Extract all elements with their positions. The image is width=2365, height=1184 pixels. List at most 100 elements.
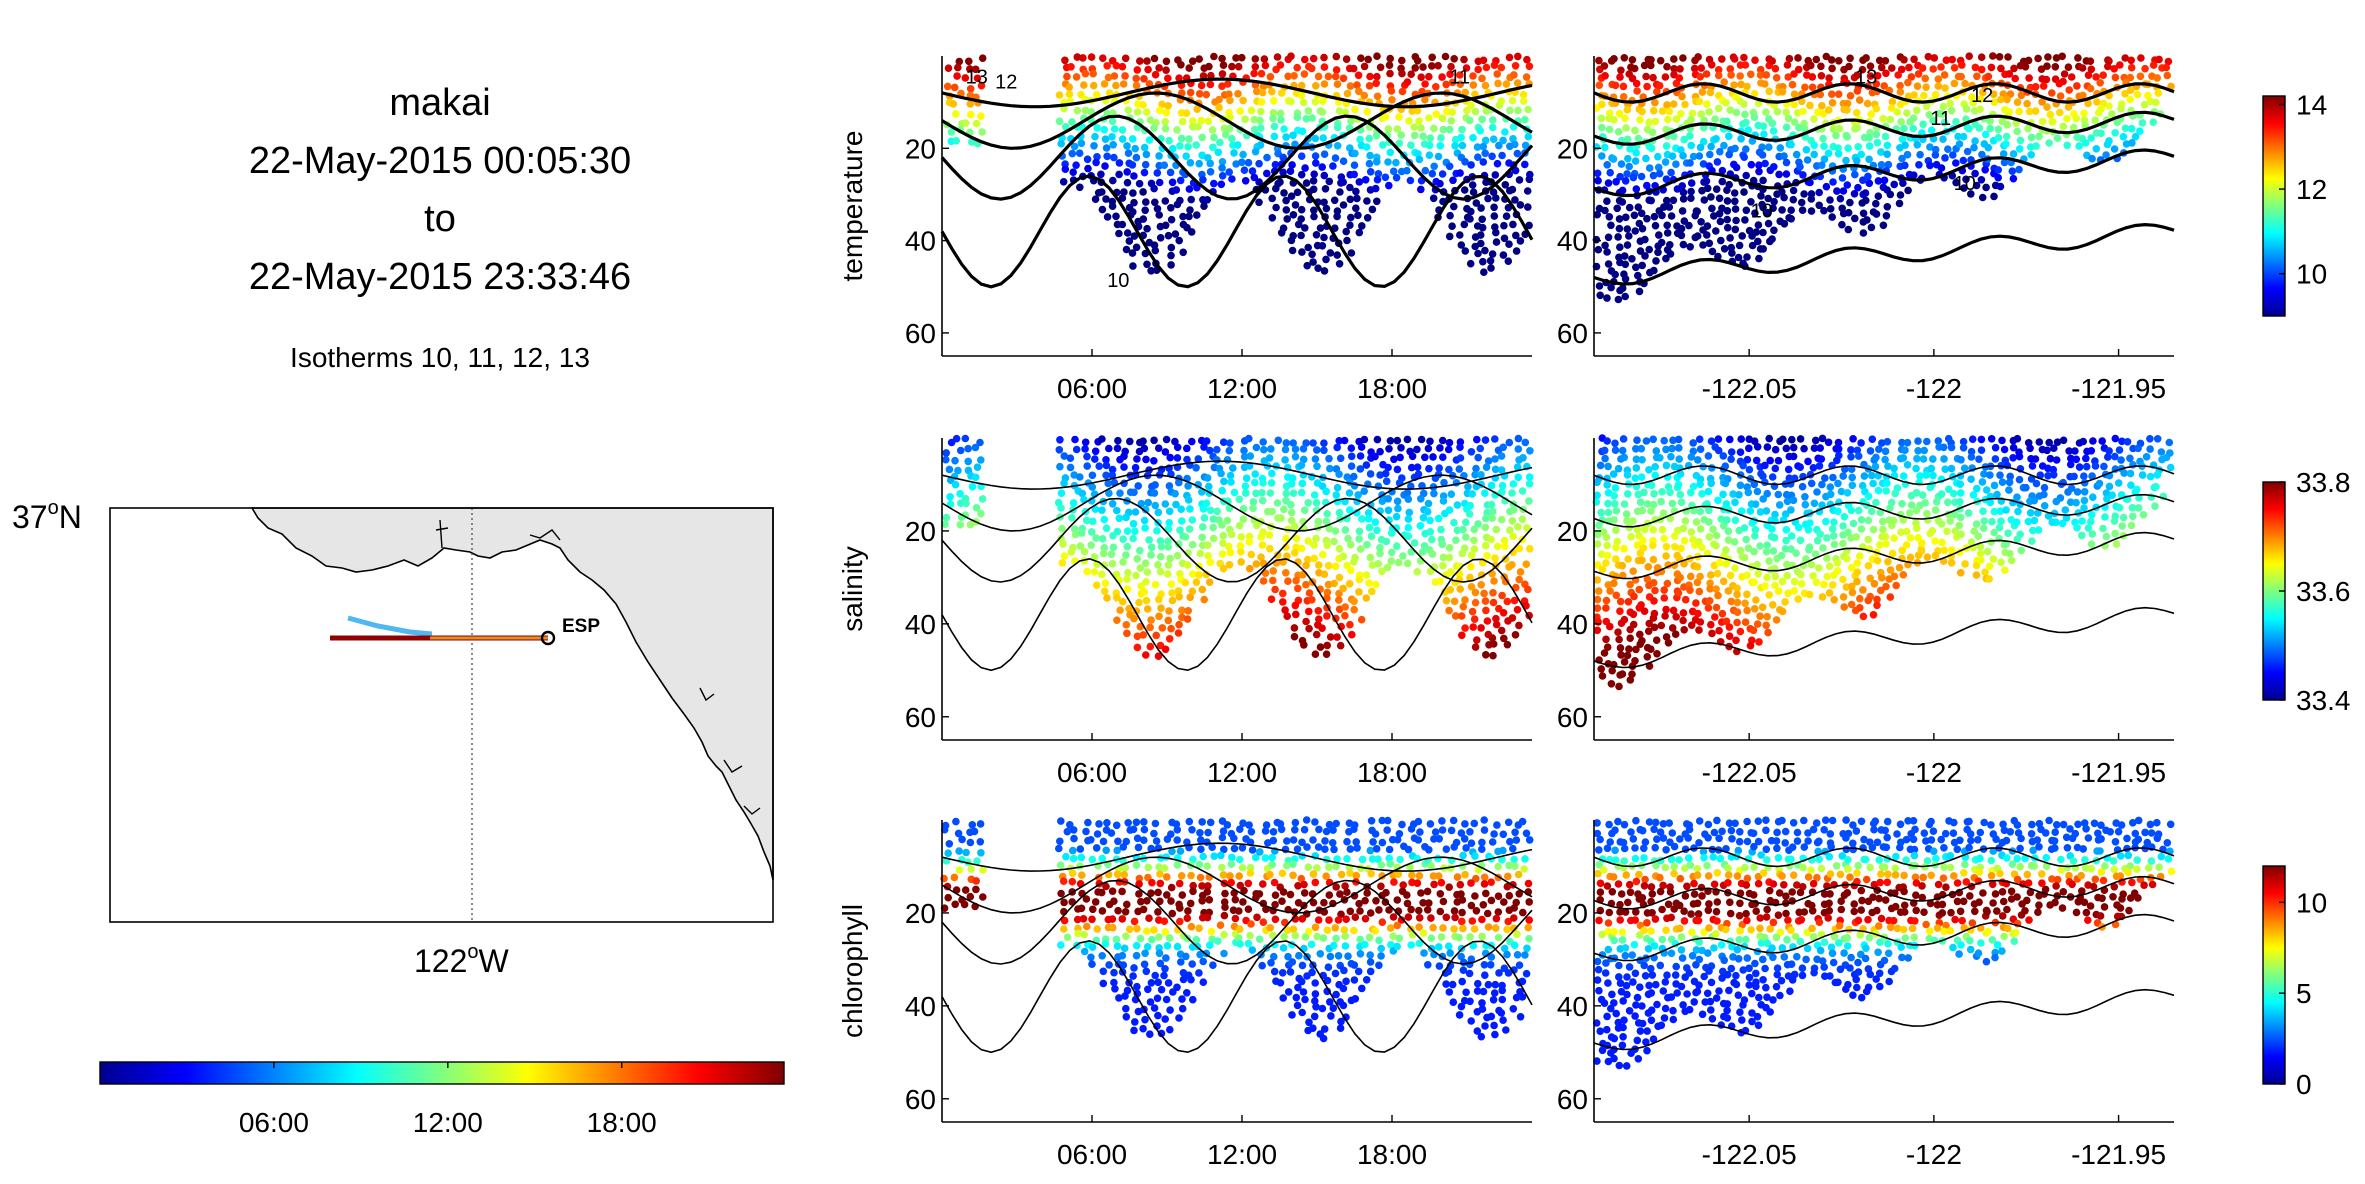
- sample-point: [1297, 231, 1305, 240]
- sample-point: [1197, 836, 1205, 844]
- sample-point: [2146, 435, 2154, 443]
- sample-point: [1323, 510, 1331, 518]
- sample-point: [1125, 237, 1134, 245]
- sample-point: [1603, 551, 1612, 560]
- sample-point: [1615, 215, 1624, 223]
- sample-point: [1330, 941, 1338, 950]
- sample-point: [1974, 532, 1983, 540]
- sample-point: [1395, 139, 1404, 148]
- sample-point: [1414, 836, 1423, 844]
- sample-point: [1474, 65, 1482, 74]
- sample-point: [1499, 251, 1508, 259]
- sample-point: [1291, 452, 1300, 461]
- sample-point: [1904, 78, 1912, 87]
- sample-point: [1319, 1034, 1328, 1043]
- sample-point: [2011, 74, 2019, 83]
- sample-point: [1122, 932, 1130, 941]
- sample-point: [1055, 117, 1064, 126]
- sample-point: [1218, 486, 1226, 495]
- sample-point: [1102, 846, 1110, 855]
- sample-point: [1356, 907, 1364, 915]
- sample-point: [1321, 837, 1329, 845]
- sample-point: [1891, 489, 1899, 498]
- sample-point: [1161, 645, 1170, 654]
- sample-point: [1320, 80, 1329, 88]
- sample-point: [1696, 618, 1705, 626]
- sample-point: [1638, 107, 1646, 116]
- sample-point: [1365, 159, 1374, 168]
- sample-point: [1434, 854, 1442, 863]
- sample-point: [1320, 63, 1329, 71]
- sample-point: [1435, 943, 1443, 951]
- sample-point: [1423, 906, 1432, 914]
- sample-point: [1182, 152, 1190, 160]
- sample-point: [1449, 998, 1458, 1006]
- sample-point: [1607, 221, 1615, 230]
- sample-point: [1410, 123, 1418, 131]
- sample-point: [1593, 540, 1602, 548]
- sample-point: [1267, 595, 1276, 603]
- sample-point: [942, 455, 950, 464]
- sample-point: [1169, 144, 1177, 153]
- sample-point: [1500, 542, 1509, 551]
- sample-point: [1440, 478, 1448, 487]
- sample-point: [1413, 445, 1421, 454]
- sample-point: [1235, 872, 1243, 880]
- sample-point: [1388, 96, 1396, 104]
- sample-point: [2004, 53, 2012, 61]
- sample-point: [2030, 496, 2038, 505]
- sample-point: [1453, 526, 1462, 535]
- sample-point: [1839, 575, 1847, 584]
- sample-point: [1056, 462, 1064, 471]
- sample-point: [1194, 122, 1202, 131]
- sample-point: [1434, 152, 1443, 161]
- sample-point: [1355, 588, 1363, 596]
- sample-point: [2070, 472, 2078, 481]
- sample-point: [1133, 455, 1141, 463]
- sample-point: [1417, 435, 1426, 444]
- sample-point: [1215, 95, 1223, 104]
- sample-point: [2149, 61, 2158, 69]
- sample-point: [1488, 152, 1496, 161]
- sample-point: [1332, 491, 1341, 499]
- sample-point: [1102, 456, 1110, 464]
- sample-point: [1765, 591, 1773, 599]
- sample-point: [2102, 151, 2110, 159]
- sample-point: [1055, 446, 1064, 454]
- sample-point: [1977, 446, 1986, 455]
- sample-point: [1782, 444, 1791, 453]
- sample-point: [1156, 106, 1164, 115]
- sample-point: [1132, 81, 1141, 90]
- isotherm-contour: [1593, 606, 2175, 669]
- sample-point: [1156, 959, 1165, 968]
- sample-point: [1295, 951, 1303, 960]
- sample-point: [1445, 125, 1454, 134]
- sample-point: [1636, 630, 1644, 639]
- sample-point: [1107, 550, 1116, 559]
- sample-point: [1857, 525, 1866, 533]
- sample-point: [1302, 816, 1311, 824]
- sample-point: [1987, 63, 1996, 72]
- sample-point: [1506, 526, 1514, 534]
- sample-point: [1819, 544, 1827, 552]
- sample-point: [1946, 100, 1954, 108]
- sample-point: [1165, 934, 1174, 942]
- sample-point: [1820, 142, 1828, 151]
- sample-point: [1073, 53, 1082, 61]
- sample-point: [1206, 558, 1215, 567]
- sample-point: [1140, 825, 1149, 834]
- sample-point: [1289, 489, 1298, 498]
- sample-point: [1174, 629, 1183, 637]
- sample-point: [1839, 539, 1847, 548]
- sample-point: [1265, 531, 1274, 539]
- sample-point: [2117, 456, 2125, 464]
- sample-point: [1603, 541, 1611, 550]
- sample-point: [1251, 853, 1260, 862]
- sample-point: [1690, 64, 1699, 73]
- sample-point: [1069, 846, 1077, 855]
- sample-point: [1311, 134, 1320, 143]
- sample-point: [1364, 515, 1373, 523]
- sample-point: [1278, 897, 1286, 905]
- sample-point: [1810, 444, 1819, 453]
- sample-point: [1714, 71, 1723, 80]
